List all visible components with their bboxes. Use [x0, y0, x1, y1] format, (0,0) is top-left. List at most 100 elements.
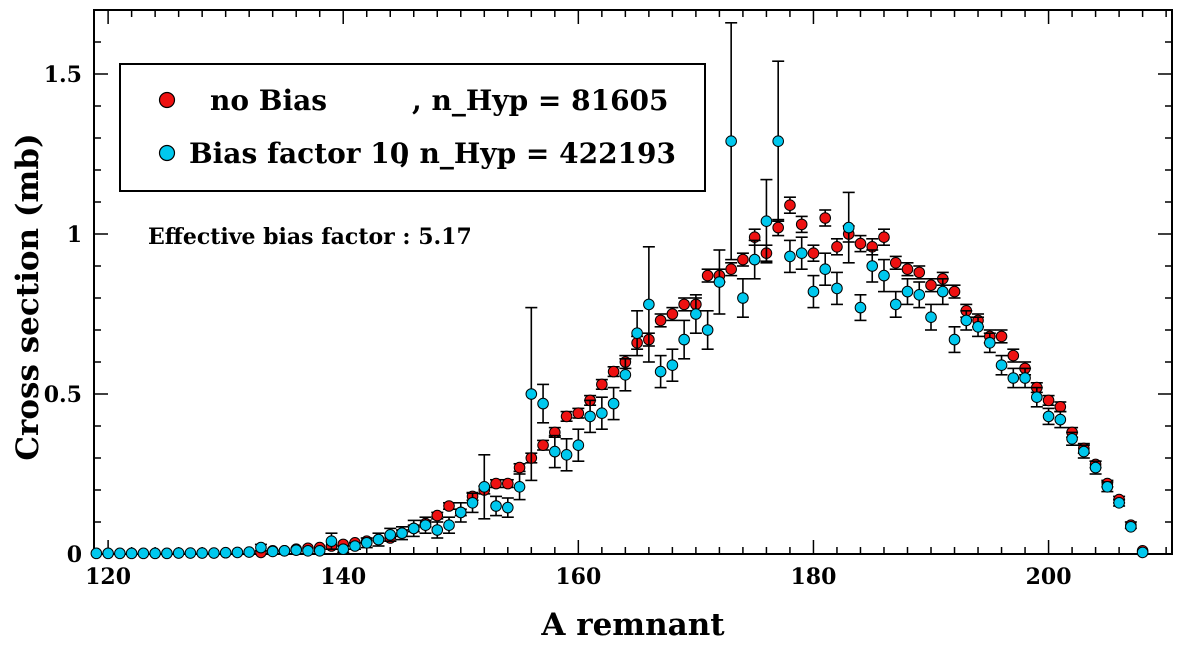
data-point [560, 410, 573, 423]
x-axis-label: A remnant [540, 607, 725, 643]
y-axis-label: Cross section (mb) [10, 133, 46, 460]
data-point [384, 529, 397, 541]
data-point [666, 308, 679, 320]
data-point [748, 253, 761, 266]
data-point [807, 285, 820, 298]
data-point [772, 135, 784, 147]
data-point [725, 263, 737, 276]
data-point [396, 527, 408, 540]
data-point [925, 311, 937, 324]
x-tick-label: 160 [555, 564, 601, 590]
data-point [419, 519, 432, 532]
data-point [690, 308, 702, 320]
data-point [1113, 497, 1125, 509]
data-point [772, 221, 784, 234]
data-point [525, 388, 538, 400]
data-point [443, 519, 455, 532]
data-point [878, 269, 890, 282]
data-point [701, 269, 714, 282]
data-point [725, 135, 737, 147]
data-point [219, 546, 232, 559]
legend-label-no-bias: no Bias [210, 84, 327, 117]
data-point [313, 545, 326, 557]
x-tick-label: 180 [790, 564, 836, 590]
data-point [431, 509, 444, 522]
legend-box: no Bias , n_Hyp = 81605 Bias factor 10 ,… [119, 63, 706, 192]
data-point [278, 545, 291, 557]
data-point [325, 535, 338, 548]
data-point [596, 407, 608, 420]
data-point [502, 477, 514, 490]
data-point [819, 263, 832, 276]
data-point [537, 439, 549, 452]
data-point [889, 298, 902, 311]
series-layer [90, 21, 1149, 560]
data-point [490, 477, 502, 490]
data-point [266, 545, 279, 558]
legend-suffix-no-bias: , n_Hyp = 81605 [412, 84, 669, 117]
data-point [643, 298, 655, 311]
data-point [795, 218, 808, 231]
data-point [537, 397, 549, 410]
data-point [596, 378, 608, 391]
data-point [1101, 481, 1114, 493]
data-point [1042, 410, 1055, 423]
data-point [948, 333, 961, 346]
data-point [149, 547, 161, 560]
data-point [913, 289, 926, 301]
data-point [995, 330, 1008, 343]
legend-label-bias-factor: Bias factor 10 [189, 137, 409, 170]
data-point [807, 247, 820, 259]
data-point [196, 547, 208, 559]
data-point [631, 327, 643, 340]
data-point [819, 212, 832, 224]
annotation-effective-bias: Effective bias factor : 5.17 [148, 224, 472, 250]
data-point [466, 497, 479, 509]
data-point [878, 231, 890, 243]
data-point [302, 545, 314, 557]
data-point [90, 547, 103, 560]
data-point [161, 547, 173, 560]
data-point [713, 276, 726, 288]
data-point [1066, 433, 1078, 445]
data-point [1054, 401, 1067, 413]
data-point [784, 199, 796, 211]
y-tick-label: 1 [67, 222, 82, 248]
data-point [1031, 391, 1043, 404]
y-tick-label: 0 [67, 542, 82, 568]
data-point [572, 439, 585, 452]
axis-ticks-layer: 120 140 160 180 200 0 0.5 1 1.5 [44, 9, 1172, 590]
data-point [372, 533, 385, 546]
x-tick-label: 200 [1026, 564, 1072, 590]
data-point [607, 365, 620, 378]
data-point [572, 407, 585, 420]
data-point [607, 397, 620, 410]
legend-marker-bias-factor [158, 144, 176, 162]
data-point [1136, 546, 1149, 559]
data-point [102, 547, 114, 560]
data-point [1019, 372, 1031, 384]
data-point [502, 501, 514, 514]
data-point [513, 481, 526, 493]
data-point [443, 500, 455, 512]
data-point [454, 506, 467, 519]
legend-frame [119, 63, 706, 192]
data-point [760, 215, 773, 227]
data-point [584, 410, 596, 423]
data-point [290, 544, 302, 556]
data-point [901, 263, 914, 276]
data-point [243, 546, 255, 558]
data-point [913, 266, 926, 279]
data-point [654, 314, 667, 327]
legend-suffix-bias-factor: , n_Hyp = 422193 [400, 137, 676, 170]
data-point [960, 314, 973, 327]
x-tick-label: 120 [85, 564, 131, 590]
data-point [172, 547, 185, 559]
data-point [337, 543, 350, 556]
data-point [866, 260, 879, 272]
data-point [737, 292, 749, 304]
data-point [1054, 413, 1067, 426]
data-point [678, 333, 690, 346]
data-point [549, 445, 561, 458]
